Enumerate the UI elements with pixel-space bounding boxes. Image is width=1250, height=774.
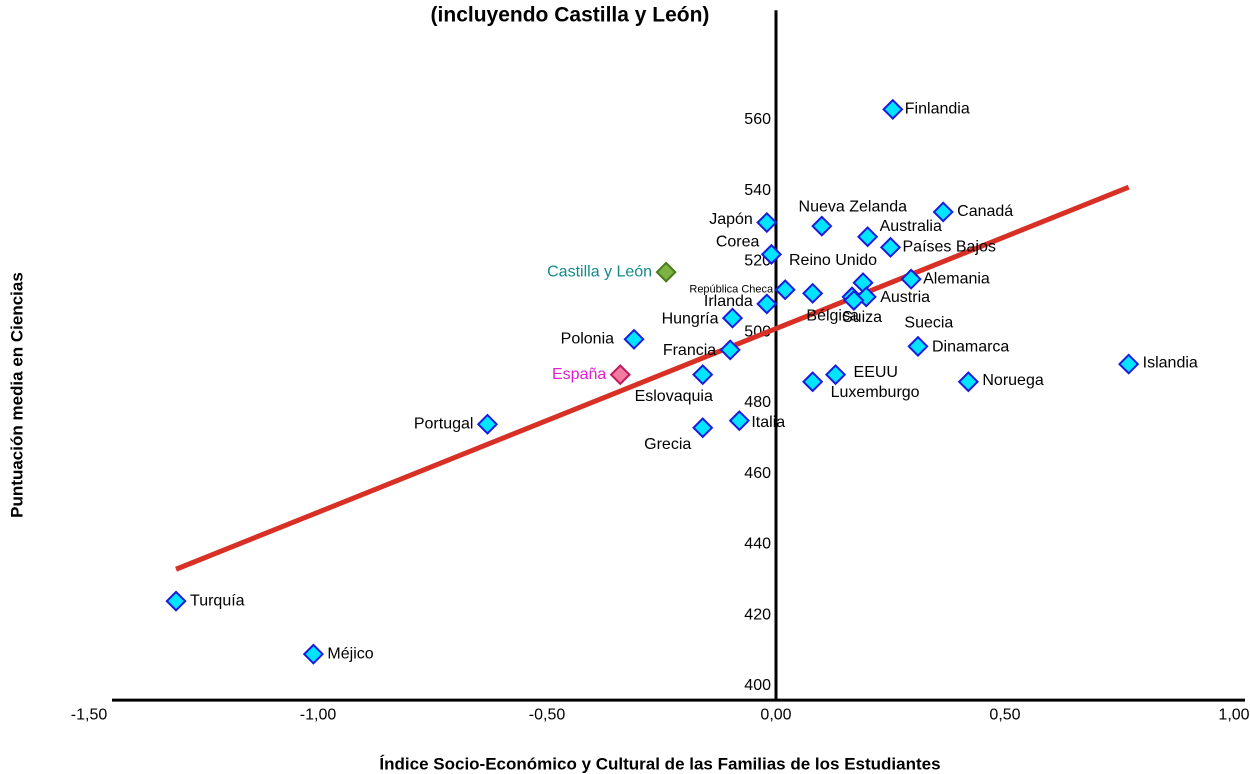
x-tick-label: 0,50 [989,706,1020,723]
point-label: Islandia [1143,354,1198,371]
point-label: Alemania [923,270,990,287]
point [932,201,954,223]
point-label: España [552,366,606,383]
y-tick-label: 420 [744,606,771,623]
point-label: Luxemburgo [831,384,920,401]
point [721,307,744,329]
point [811,215,833,237]
point-label: Países Bajos [903,239,996,256]
point [882,98,904,120]
point-label: Australia [880,218,942,235]
point-label: Irlanda [704,293,753,310]
x-tick-label: 0,00 [760,706,791,723]
point-label: Nueva Zelanda [799,198,908,215]
point-label: Turquía [190,592,245,609]
point [728,410,750,432]
point-label: Francia [663,342,716,359]
x-tick-label: -1,50 [71,706,108,723]
point [852,272,874,294]
point [756,293,778,315]
point-label: Grecia [644,436,691,453]
point-label: Portugal [414,415,474,432]
point-label: Hungría [662,310,719,327]
point-label: Eslovaquia [635,388,713,405]
point-label: Italia [751,414,785,431]
point [1118,353,1140,375]
point [802,282,824,304]
point [609,364,631,386]
point-label: Corea [716,234,760,251]
point [824,364,847,386]
point-label: Canadá [957,203,1013,220]
point [900,268,922,290]
point [756,211,778,234]
point [760,243,783,266]
point-label: Bélgica [806,308,859,325]
point [302,643,325,665]
point [692,364,714,386]
point [856,226,879,248]
point-label: Suiza [842,309,882,326]
point [165,590,187,612]
x-tick-label: -0,50 [529,706,566,723]
point [774,279,796,301]
y-axis-title: Puntuación media en Ciencias [7,272,26,518]
point-label: Castilla y León [547,263,652,280]
point [843,289,865,311]
y-tick-label: 460 [744,465,771,482]
point [957,371,979,393]
point [476,413,499,435]
point [879,236,902,258]
point-label: Méjico [327,645,373,662]
point-label: República Checa [689,284,774,296]
point [719,339,741,361]
y-tick-label: 480 [744,394,771,411]
point-label: Suecia [904,315,953,332]
y-tick-label: 400 [744,677,771,694]
chart-title: (incluyendo Castilla y León) [431,4,710,27]
y-tick-label: 440 [744,536,771,553]
trend-line [175,184,1130,572]
y-tick-label: 540 [744,182,771,199]
point [692,417,714,439]
point [623,328,645,350]
point-label: Polonia [561,331,614,348]
y-tick-label: 560 [744,111,771,128]
point-label: Dinamarca [932,339,1009,356]
point-label: Finlandia [905,101,970,118]
point-label: Noruega [982,372,1043,389]
x-axis-title: Índice Socio-Económico y Cultural de las… [379,754,940,773]
x-tick-label: 1,00 [1218,706,1249,723]
point [907,335,929,357]
point-label: Reino Unido [789,252,877,269]
x-tick-label: -1,00 [300,706,337,723]
point [655,261,677,283]
point-label: Japón [709,211,753,228]
point-label: EEUU [854,364,898,381]
point [802,371,824,393]
point-label: Austria [880,289,930,306]
